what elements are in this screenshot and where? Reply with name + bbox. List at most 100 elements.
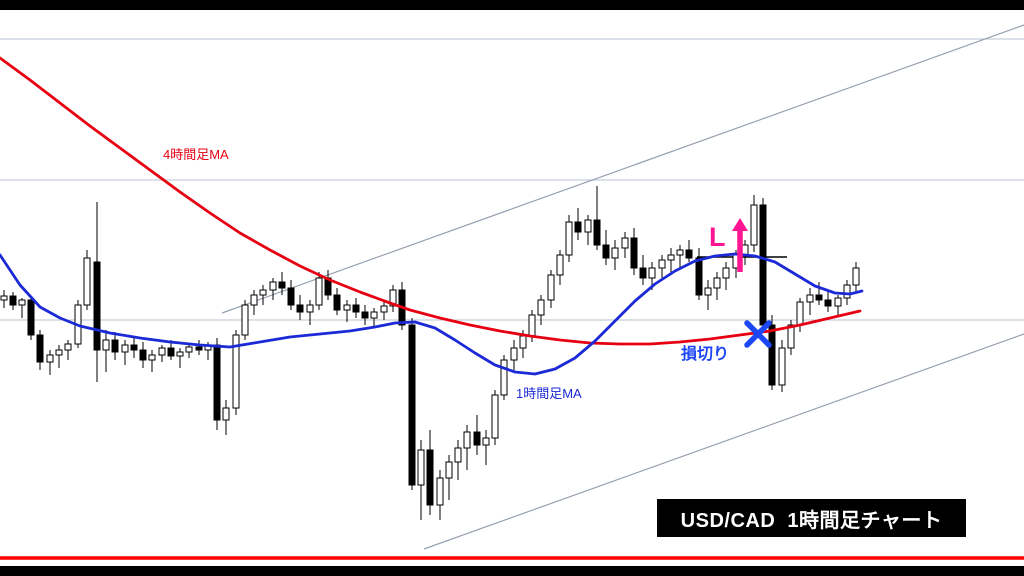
candle-body — [306, 304, 314, 313]
candle-body — [574, 221, 582, 233]
candle-body — [64, 343, 72, 351]
candle-body — [759, 204, 767, 326]
candle-body — [445, 461, 453, 479]
candle-body — [768, 324, 776, 386]
candle-body — [167, 347, 175, 357]
candle-body — [630, 237, 638, 269]
candle-body — [0, 295, 8, 301]
candle-body — [667, 254, 675, 261]
candle-body — [704, 287, 712, 296]
candle-body — [102, 339, 110, 351]
candle-body — [232, 334, 240, 409]
candle-body — [241, 304, 249, 336]
candle-body — [83, 257, 91, 306]
candle-body — [18, 299, 26, 306]
candle-body — [510, 347, 518, 361]
candle-body — [454, 447, 462, 463]
candle-body — [796, 301, 804, 326]
stop-loss-label: 損切り — [681, 346, 730, 363]
long-entry-arrow-head — [732, 218, 748, 231]
candle-body — [537, 299, 545, 316]
candle-body — [436, 477, 444, 506]
candle-body — [528, 314, 536, 337]
ma-1h-label: 1時間足MA — [516, 386, 582, 401]
candle-body — [463, 431, 471, 449]
candle-body — [121, 344, 129, 353]
candle-body — [547, 274, 555, 301]
candle-body — [250, 294, 258, 306]
candle-body — [158, 347, 166, 356]
candle-body — [611, 247, 619, 259]
long-entry-label: L — [709, 222, 726, 252]
candle-body — [713, 277, 721, 289]
candle-body — [27, 299, 35, 336]
candle-body — [361, 311, 369, 319]
chart-title-box: USD/CAD 1時間足チャート — [657, 499, 966, 537]
candle-body — [834, 297, 842, 307]
candle-body — [269, 281, 277, 291]
candle-body — [333, 294, 341, 311]
candle-body — [556, 254, 564, 276]
candle-body — [621, 237, 629, 249]
candle-body — [500, 359, 508, 396]
candle-body — [473, 431, 481, 446]
candle-body — [565, 221, 573, 256]
bottom-letterbox-bar — [0, 566, 1024, 576]
top-letterbox-bar — [0, 0, 1024, 10]
candle-body — [296, 304, 304, 313]
candle-body — [315, 277, 323, 306]
candle-body — [287, 287, 295, 306]
candle-body — [93, 261, 101, 351]
candle-body — [750, 204, 758, 246]
candle-body — [676, 249, 684, 256]
candle-body — [852, 267, 860, 286]
candle-body — [417, 449, 425, 486]
candle-body — [222, 407, 230, 421]
stop-loss-cross-icon — [744, 320, 772, 348]
candle-body — [380, 305, 388, 313]
candle-body — [36, 334, 44, 363]
candle-body — [111, 339, 119, 353]
candle-body — [695, 257, 703, 296]
candle-body — [491, 394, 499, 439]
candle-body — [148, 354, 156, 361]
candle-body — [176, 351, 184, 357]
candle-body — [685, 249, 693, 259]
candle-body — [185, 346, 193, 353]
candle-body — [482, 437, 490, 446]
candle-body — [843, 284, 851, 299]
candle-body — [370, 311, 378, 319]
candle-body — [139, 349, 147, 361]
candle-body — [593, 219, 601, 246]
candle-body — [195, 346, 203, 351]
candle-body — [352, 304, 360, 313]
candle-body — [343, 304, 351, 311]
candle-body — [408, 324, 416, 486]
candle-body — [602, 244, 610, 259]
candle-body — [815, 294, 823, 301]
candle-body — [130, 344, 138, 351]
candle-body — [824, 299, 832, 307]
candle-body — [9, 295, 17, 306]
candle-body — [722, 267, 730, 279]
candle-body — [213, 344, 221, 421]
channel-trendline — [423, 333, 1024, 550]
candle-body — [426, 449, 434, 506]
ma-1h-line — [0, 252, 864, 376]
candle-body — [278, 281, 286, 289]
candle-body — [787, 324, 795, 349]
candle-body — [639, 267, 647, 279]
candle-body — [519, 335, 527, 349]
candle-body — [55, 349, 63, 356]
candle-body — [46, 354, 54, 363]
candle-body — [389, 289, 397, 307]
ma-4h-line — [0, 56, 862, 346]
candle-body — [648, 267, 656, 279]
candle-body — [658, 259, 666, 269]
channel-trendline — [221, 24, 1024, 314]
ma-4h-label: 4時間足MA — [163, 147, 229, 162]
candle-body — [584, 219, 592, 233]
candle-body — [778, 347, 786, 386]
